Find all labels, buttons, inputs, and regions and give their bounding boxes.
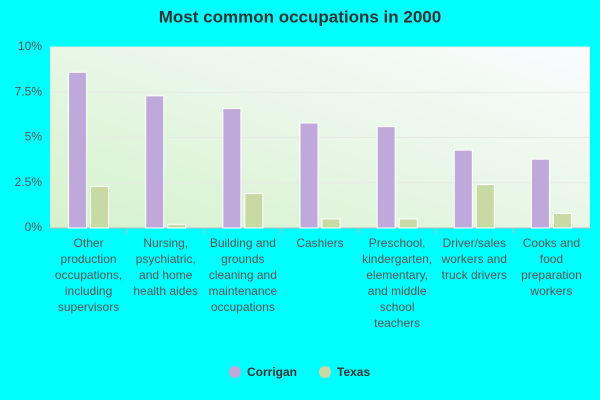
y-tick-label: 0%: [25, 220, 43, 234]
y-tick-label: 5%: [25, 130, 43, 144]
bar: [299, 122, 319, 229]
legend-swatch: [319, 366, 331, 378]
y-tick-label: 7.5%: [15, 84, 43, 98]
y-tick-label: 2.5%: [15, 175, 43, 189]
bar: [244, 193, 264, 229]
x-tick-label: Other production occupations, including …: [54, 236, 123, 314]
bar: [90, 185, 110, 229]
legend-label: Corrigan: [247, 365, 297, 379]
bar: [530, 158, 550, 229]
bar: [376, 126, 396, 229]
chart-title: Most common occupations in 2000: [159, 7, 441, 26]
bar: [475, 184, 495, 229]
x-tick-label: Preschool, kindergarten, elementary, and…: [362, 236, 433, 330]
legend-label: Texas: [337, 365, 370, 379]
bar: [222, 108, 242, 229]
x-tick-label: Cooks and food preparation workers: [521, 236, 582, 298]
bar: [145, 95, 165, 229]
y-tick-label: 10%: [18, 39, 42, 53]
legend-swatch: [229, 366, 241, 378]
bar: [167, 223, 187, 229]
x-tick-label: Building and grounds cleaning and mainte…: [208, 236, 278, 314]
x-tick-label: Nursing, psychiatric, and home health ai…: [133, 236, 199, 298]
bar: [68, 71, 88, 229]
x-tick-label: Cashiers: [296, 236, 344, 250]
bar: [321, 218, 341, 229]
bar: [453, 149, 473, 229]
bar: [398, 218, 418, 229]
x-tick-label: Driver/sales workers and truck drivers: [441, 236, 507, 282]
bar: [552, 213, 572, 229]
